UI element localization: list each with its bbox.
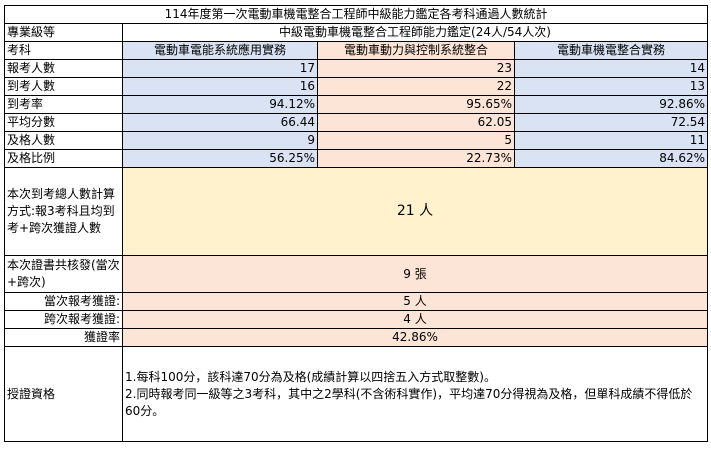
qualification-line: 2.同時報考同一級等之3考科，其中之2學科(不含術科實作)，平均達70分得視為及… — [125, 386, 693, 418]
subject-label: 考科 — [4, 41, 123, 60]
total-label: 本次到考總人數計算方式:報3考科且均到考+跨次獲證人數 — [4, 167, 123, 256]
table-row: 平均分數 66.44 62.05 72.54 — [4, 113, 709, 132]
row-label: 及格人數 — [4, 131, 123, 150]
cell: 23 — [317, 59, 515, 78]
qualification-label: 授證資格 — [4, 346, 123, 442]
cell: 14 — [513, 59, 709, 78]
table-row: 到考人數 16 22 13 — [4, 77, 709, 96]
cell: 13 — [513, 77, 709, 96]
certs-label: 本次證書共核發(當次+跨次) — [4, 255, 123, 293]
cell: 22.73% — [317, 149, 515, 168]
level-label: 專業級等 — [4, 23, 123, 42]
row-label: 報考人數 — [4, 59, 123, 78]
cell: 94.12% — [122, 95, 318, 114]
table-title: 114年度第一次電動車機電整合工程師中級能力鑑定各考科通過人數統計 — [3, 5, 709, 24]
qualification-line: 1.每科100分，該科達70分為及格(成績計算以四捨五入方式取整數)。 — [125, 369, 496, 384]
level-value: 中級電動車機電整合工程師能力鑑定(24人/54人次) — [121, 23, 709, 42]
table-row: 及格人數 9 5 11 — [4, 131, 709, 150]
current-label: 當次報考獲證: — [4, 292, 123, 311]
cell: 9 — [122, 131, 318, 150]
total-value: 21 人 — [121, 167, 709, 256]
row-label: 到考人數 — [4, 77, 123, 96]
qualification-text: 1.每科100分，該科達70分為及格(成績計算以四捨五入方式取整數)。 2.同時報… — [121, 346, 709, 442]
subject-header: 電動車機電整合實務 — [513, 41, 709, 60]
cell: 72.54 — [513, 113, 709, 132]
table-row: 到考率 94.12% 95.65% 92.86% — [4, 95, 709, 114]
row-label: 到考率 — [4, 95, 123, 114]
row-label: 及格比例 — [4, 149, 123, 168]
cell: 62.05 — [317, 113, 515, 132]
subject-header: 電動車動力與控制系統整合 — [317, 41, 515, 60]
cell: 11 — [513, 131, 709, 150]
cross-value: 4 人 — [121, 310, 709, 329]
cell: 17 — [122, 59, 318, 78]
cell: 5 — [317, 131, 515, 150]
subject-header: 電動車電能系統應用實務 — [122, 41, 318, 60]
cell: 95.65% — [317, 95, 515, 114]
rate-value: 42.86% — [121, 328, 709, 347]
cell: 22 — [317, 77, 515, 96]
table-row: 及格比例 56.25% 22.73% 84.62% — [4, 149, 709, 168]
table-row: 報考人數 17 23 14 — [4, 59, 709, 78]
cross-label: 跨次報考獲證: — [4, 310, 123, 329]
certs-value: 9 張 — [121, 255, 709, 293]
cell: 92.86% — [513, 95, 709, 114]
cell: 84.62% — [513, 149, 709, 168]
statistics-table: 114年度第一次電動車機電整合工程師中級能力鑑定各考科通過人數統計 專業級等 中級… — [3, 5, 709, 442]
current-value: 5 人 — [121, 292, 709, 311]
cell: 66.44 — [122, 113, 318, 132]
row-label: 平均分數 — [4, 113, 123, 132]
cell: 16 — [122, 77, 318, 96]
rate-label: 獲證率 — [4, 328, 123, 347]
cell: 56.25% — [122, 149, 318, 168]
